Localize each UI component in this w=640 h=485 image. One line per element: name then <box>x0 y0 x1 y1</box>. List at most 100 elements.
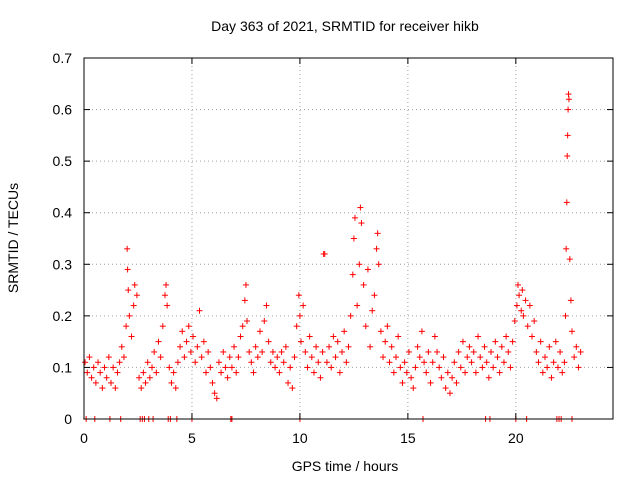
data-point <box>418 328 425 335</box>
data-point <box>343 359 350 366</box>
data-point <box>187 348 194 355</box>
data-point <box>179 328 186 335</box>
data-point <box>332 354 339 361</box>
data-point <box>371 292 378 299</box>
data-point <box>177 343 184 350</box>
data-point <box>568 328 575 335</box>
data-point <box>82 359 89 366</box>
data-point <box>373 245 380 252</box>
data-point <box>215 359 222 366</box>
data-point <box>464 354 471 361</box>
data-point <box>97 369 104 376</box>
data-point <box>287 364 294 371</box>
data-point <box>138 385 145 392</box>
data-point <box>434 348 441 355</box>
data-point <box>557 348 564 355</box>
y-axis-label: SRMTID / TECUs <box>5 183 21 293</box>
data-point <box>347 312 354 319</box>
data-point <box>125 287 132 294</box>
data-point <box>472 369 479 376</box>
data-point <box>317 374 324 381</box>
data-point <box>194 343 201 350</box>
data-point <box>315 359 322 366</box>
data-point <box>357 204 364 211</box>
data-point <box>323 359 330 366</box>
data-point <box>564 132 571 139</box>
data-point <box>163 281 170 288</box>
data-point <box>423 369 430 376</box>
data-point <box>274 354 281 361</box>
data-point <box>349 271 356 278</box>
data-point <box>161 292 168 299</box>
data-point <box>563 245 570 252</box>
data-point <box>99 385 106 392</box>
data-point <box>112 385 119 392</box>
data-point <box>252 343 259 350</box>
data-point <box>248 359 255 366</box>
x-tick-label: 0 <box>80 430 88 446</box>
data-point <box>356 261 363 268</box>
data-point <box>231 343 238 350</box>
data-point <box>412 364 419 371</box>
data-point <box>566 256 573 263</box>
data-point <box>479 364 486 371</box>
data-point <box>466 343 473 350</box>
data-point <box>95 359 102 366</box>
data-point <box>516 292 523 299</box>
data-point <box>185 323 192 330</box>
data-point <box>118 343 125 350</box>
data-point <box>259 348 266 355</box>
data-point <box>462 369 469 376</box>
data-point <box>306 333 313 340</box>
data-point <box>388 343 395 350</box>
data-point <box>207 364 214 371</box>
data-point <box>128 333 135 340</box>
data-point <box>144 359 151 366</box>
data-point <box>124 245 131 252</box>
data-point <box>565 91 572 98</box>
data-point <box>164 302 171 309</box>
data-points <box>82 91 584 422</box>
data-point <box>513 302 520 309</box>
x-tick-label: 20 <box>508 430 524 446</box>
data-point <box>552 338 559 345</box>
data-point <box>488 348 495 355</box>
data-point <box>151 348 158 355</box>
data-point <box>261 318 268 325</box>
data-point <box>269 348 276 355</box>
data-point <box>101 364 108 371</box>
data-point <box>384 323 391 330</box>
data-point <box>459 338 466 345</box>
data-point <box>397 364 404 371</box>
y-tick-label: 0 <box>64 411 72 427</box>
y-tick-label: 0.3 <box>53 256 73 272</box>
data-point <box>126 312 133 319</box>
data-point <box>403 369 410 376</box>
data-point <box>535 359 542 366</box>
data-point <box>282 343 289 350</box>
data-point <box>107 379 114 386</box>
data-point <box>293 323 300 330</box>
data-point <box>416 354 423 361</box>
data-point <box>237 333 244 340</box>
data-point <box>321 250 328 257</box>
data-point <box>84 369 91 376</box>
data-point <box>88 374 95 381</box>
data-point <box>304 364 311 371</box>
data-point <box>291 354 298 361</box>
data-point <box>130 302 137 309</box>
data-point <box>198 354 205 361</box>
data-point <box>408 374 415 381</box>
data-point <box>278 348 285 355</box>
data-point <box>436 364 443 371</box>
data-point <box>561 359 568 366</box>
data-point <box>442 385 449 392</box>
data-point <box>429 359 436 366</box>
data-point <box>399 379 406 386</box>
data-point <box>427 379 434 386</box>
data-point <box>477 354 484 361</box>
y-tick-label: 0.5 <box>53 153 73 169</box>
data-point <box>205 348 212 355</box>
data-point <box>297 338 304 345</box>
